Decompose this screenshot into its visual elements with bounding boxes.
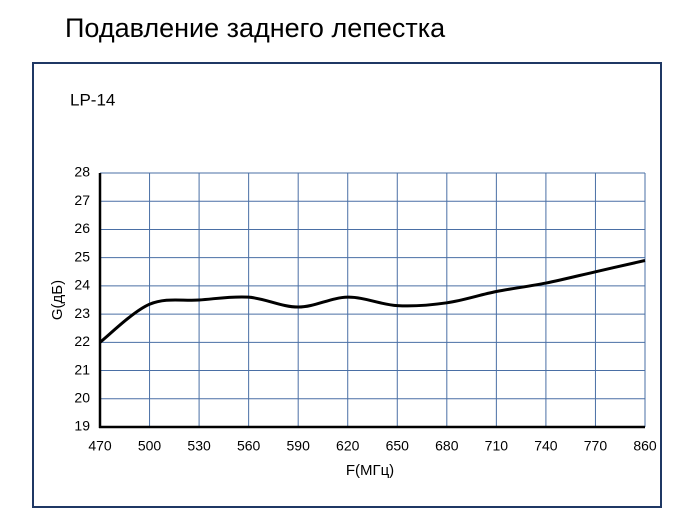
chart-title: Подавление заднего лепестка: [65, 13, 446, 43]
x-tick-label: 500: [138, 438, 162, 454]
chart-subtitle: LP-14: [70, 90, 115, 109]
chart-frame: [32, 62, 662, 508]
x-tick-label: 680: [435, 438, 459, 454]
x-tick-label: 530: [187, 438, 211, 454]
y-tick-label: 19: [74, 418, 90, 434]
x-tick-label: 620: [336, 438, 360, 454]
y-axis-title: G(дБ): [49, 280, 66, 320]
x-tick-label: 650: [386, 438, 410, 454]
x-tick-label: 590: [287, 438, 311, 454]
x-tick-label: 470: [88, 438, 112, 454]
y-tick-label: 23: [74, 305, 90, 321]
y-tick-label: 26: [74, 220, 90, 236]
y-tick-label: 25: [74, 248, 90, 264]
data-line: [99, 259, 646, 344]
x-tick-label: 710: [485, 438, 509, 454]
y-tick-label: 20: [74, 389, 90, 405]
x-axis-title: F(МГц): [346, 462, 394, 479]
y-tick-label: 27: [74, 192, 90, 208]
x-tick-label: 860: [633, 438, 657, 454]
x-tick-label: 770: [584, 438, 608, 454]
x-tick-label: 740: [534, 438, 558, 454]
y-tick-label: 22: [74, 333, 90, 349]
y-tick-label: 24: [74, 277, 90, 293]
x-tick-label: 560: [237, 438, 261, 454]
y-tick-label: 21: [74, 361, 90, 377]
y-tick-label: 28: [74, 164, 90, 180]
